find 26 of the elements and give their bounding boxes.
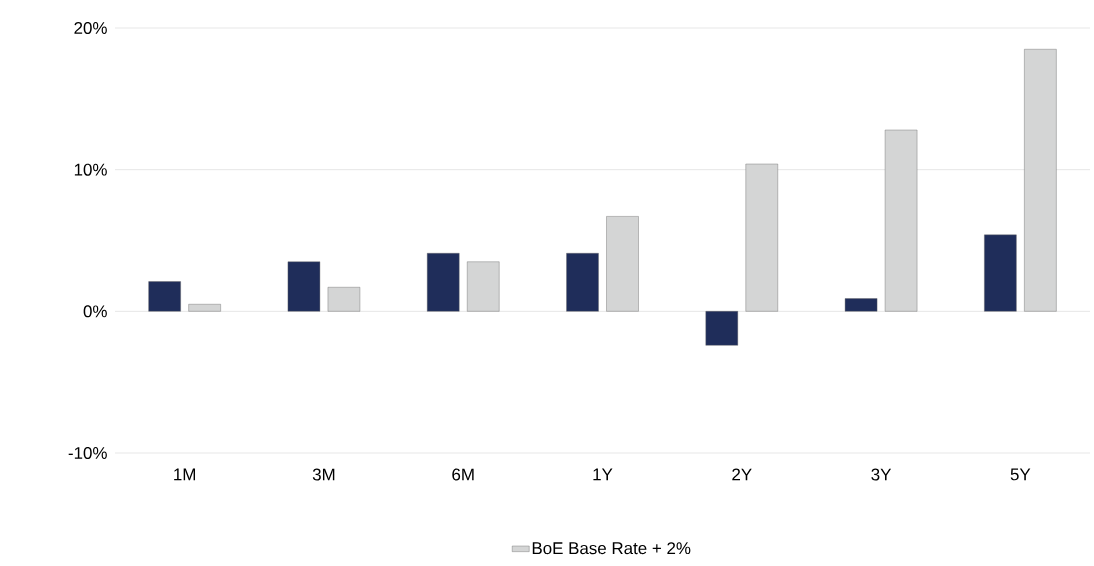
x-tick-label: 6M: [452, 468, 474, 481]
bar: [1024, 49, 1057, 312]
bar: [745, 163, 778, 312]
y-tick-label: 20%: [74, 22, 107, 34]
x-tick-label: 1Y: [593, 468, 613, 481]
x-tick-label: 2Y: [732, 468, 752, 481]
bar: [287, 261, 321, 312]
x-tick-label: 3M: [312, 468, 335, 481]
bar: [148, 281, 181, 312]
bar: [467, 261, 500, 312]
x-tick-label: 5Y: [1010, 468, 1031, 481]
y-tick-label: 10%: [74, 163, 107, 176]
bar: [566, 253, 599, 312]
bar: [705, 311, 738, 346]
bar: [984, 234, 1017, 312]
bar: [327, 287, 361, 312]
bar: [188, 304, 221, 312]
legend-label: BoE Base Rate + 2%: [532, 542, 691, 555]
bar: [884, 129, 918, 312]
x-tick-label: 3Y: [871, 468, 892, 481]
x-tick-label: 1M: [174, 468, 196, 481]
bar: [427, 253, 460, 312]
y-tick-label: -10%: [68, 447, 107, 459]
y-tick-label: 0%: [83, 305, 107, 318]
bar: [606, 216, 639, 312]
bar: [844, 298, 878, 312]
